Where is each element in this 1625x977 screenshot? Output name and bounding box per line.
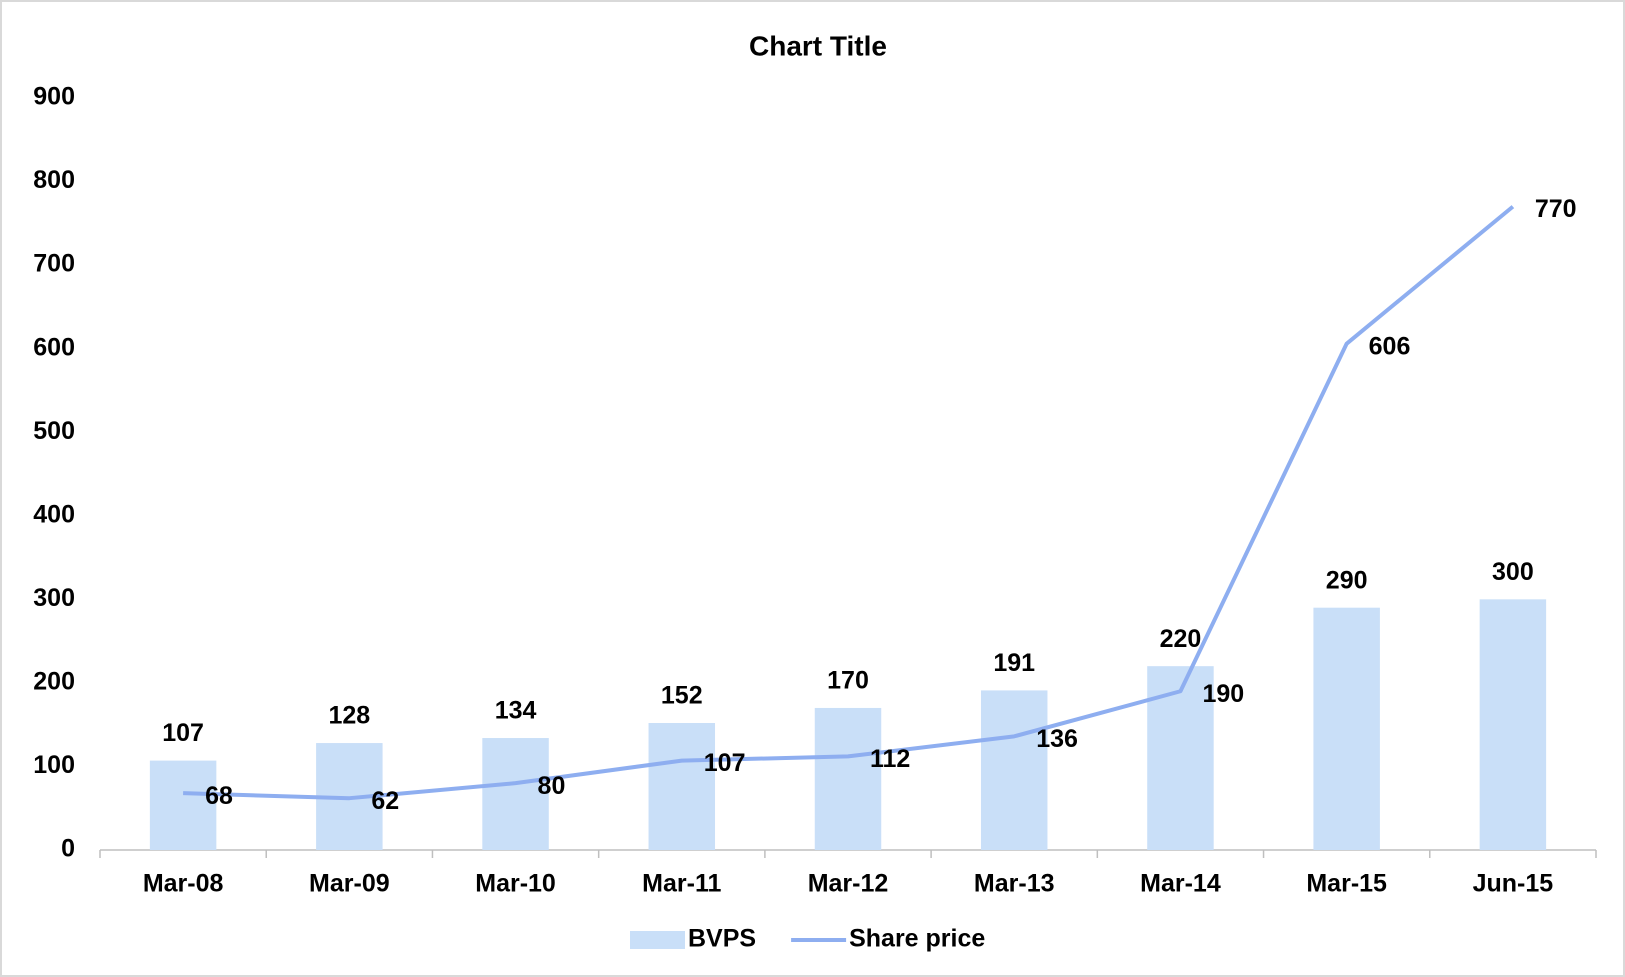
- y-tick-label: 700: [33, 250, 75, 278]
- y-tick-label: 0: [61, 835, 75, 863]
- data-label: 80: [538, 772, 566, 800]
- bar: [482, 738, 549, 850]
- x-tick-label: Mar-09: [309, 870, 390, 898]
- data-label: 606: [1369, 332, 1411, 360]
- x-tick-label: Jun-15: [1473, 870, 1554, 898]
- data-label: 134: [495, 697, 537, 725]
- data-label: 770: [1535, 195, 1577, 223]
- y-tick-label: 900: [33, 83, 75, 111]
- data-label: 112: [870, 745, 910, 773]
- x-tick-label: Mar-10: [475, 870, 556, 898]
- data-label: 107: [162, 719, 204, 747]
- y-tick-label: 600: [33, 333, 75, 361]
- data-label: 190: [1202, 680, 1244, 708]
- data-label: 191: [993, 649, 1035, 677]
- data-label: 62: [371, 787, 399, 815]
- bar: [149, 760, 217, 850]
- data-label: 300: [1492, 558, 1534, 586]
- data-label: 68: [205, 782, 233, 810]
- data-label: 107: [704, 749, 746, 777]
- y-tick-label: 400: [33, 500, 75, 528]
- legend-label: Share price: [849, 925, 985, 953]
- x-tick-label: Mar-14: [1140, 870, 1221, 898]
- x-tick-label: Mar-08: [143, 870, 224, 898]
- y-tick-label: 100: [33, 751, 75, 779]
- bar: [814, 707, 882, 850]
- x-tick-label: Mar-13: [974, 870, 1055, 898]
- data-label: 220: [1160, 625, 1202, 653]
- data-label: 152: [661, 682, 703, 710]
- x-tick-label: Mar-12: [808, 870, 889, 898]
- data-label: 290: [1326, 566, 1368, 594]
- chart-title: Chart Title: [749, 30, 887, 61]
- bar: [1479, 599, 1547, 850]
- y-tick-label: 500: [33, 417, 75, 445]
- bar: [648, 722, 716, 850]
- y-tick-label: 800: [33, 166, 75, 194]
- legend-label: BVPS: [688, 925, 756, 953]
- y-tick-label: 200: [33, 667, 75, 695]
- legend-swatch: [630, 931, 685, 949]
- bar: [980, 690, 1048, 850]
- x-tick-label: Mar-15: [1306, 870, 1387, 898]
- data-label: 128: [328, 702, 370, 730]
- data-label: 136: [1036, 725, 1078, 753]
- bar: [1313, 607, 1380, 850]
- x-tick-label: Mar-11: [642, 870, 721, 898]
- data-label: 170: [827, 667, 869, 695]
- line: [183, 205, 1515, 801]
- y-tick-label: 300: [33, 584, 75, 612]
